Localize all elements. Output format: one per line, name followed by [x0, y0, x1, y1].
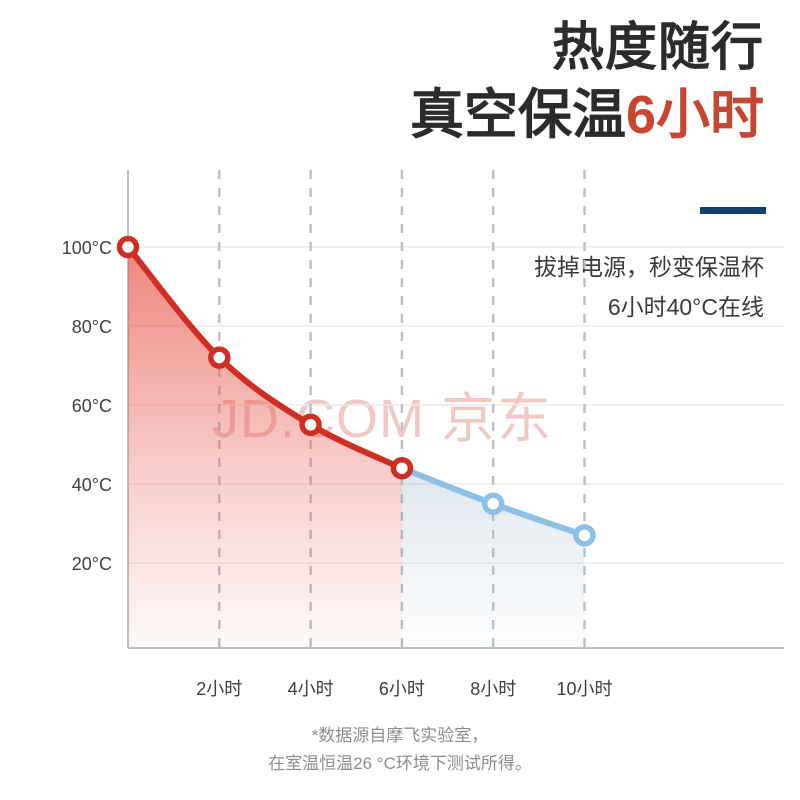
x-axis-tick-label: 2小时: [196, 679, 242, 699]
headline-line-2-highlight: 6小时: [625, 85, 764, 145]
subcopy-block: 拔掉电源，秒变保温杯 6小时40°C在线: [534, 248, 764, 327]
headline-block: 热度随行 真空保温6小时: [410, 22, 764, 142]
y-axis-tick-label: 20°C: [72, 554, 112, 574]
x-axis-tick-label: 10小时: [556, 679, 612, 699]
watermark-latin-text: JD.COM: [212, 389, 425, 449]
y-axis-tick-label: 100°C: [62, 238, 112, 258]
series-area-cooling: [401, 468, 585, 648]
subcopy-line-1: 拔掉电源，秒变保温杯: [534, 254, 764, 280]
area-fill-cooling: [401, 468, 585, 648]
x-axis-tick-label: 4小时: [288, 679, 334, 699]
data-point-marker: [208, 346, 231, 369]
data-point-marker: [116, 235, 140, 259]
footnote-block: *数据源自摩飞实验室， 在室温恒温26 °C环境下测试所得。: [0, 722, 800, 778]
footnote-line-2: 在室温恒温26 °C环境下测试所得。: [268, 754, 532, 774]
subcopy-line-2: 6小时40°C在线: [607, 293, 764, 320]
headline-line-2: 真空保温6小时: [410, 88, 764, 142]
y-axis-tick-label: 60°C: [72, 396, 112, 416]
jd-watermark: JD.COM 京东: [212, 374, 553, 453]
headline-line-2-prefix: 真空保温: [409, 85, 626, 145]
accent-bar-divider: [700, 207, 766, 214]
footnote-line-1: *数据源自摩飞实验室，: [311, 726, 489, 745]
x-axis-tick-label: 8小时: [470, 679, 516, 699]
watermark-chinese-text: 京东: [440, 389, 553, 449]
x-axis-tick-label: 6小时: [379, 679, 425, 699]
headline-line-1: 热度随行: [551, 19, 764, 77]
y-axis-tick-labels: 100°C 80°C 60°C 40°C 20°C: [62, 238, 112, 574]
y-axis-tick-label: 80°C: [72, 317, 112, 337]
data-point-marker: [390, 456, 414, 480]
x-axis-tick-labels: 2小时 4小时 6小时 8小时 10小时: [196, 679, 612, 699]
data-point-marker: [573, 524, 596, 547]
series-line-cooling: [398, 465, 588, 539]
y-axis-tick-label: 40°C: [72, 475, 112, 495]
line-cooling: [398, 465, 588, 539]
data-point-marker: [481, 492, 505, 515]
